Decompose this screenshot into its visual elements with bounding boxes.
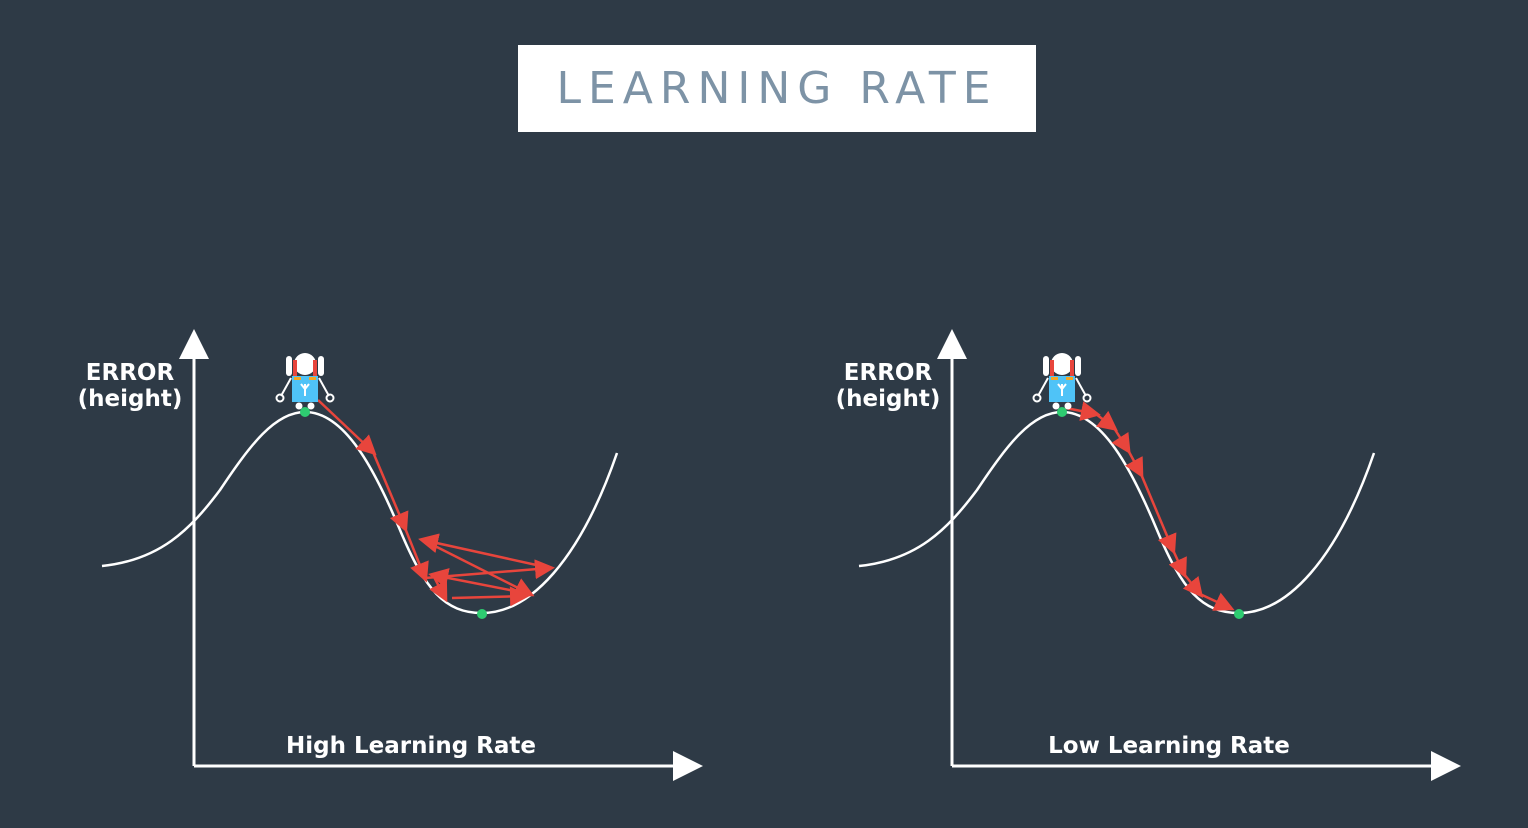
descent-steps [317, 399, 555, 607]
arrow-icon [1199, 592, 1235, 611]
minimum-point [477, 609, 487, 619]
panel-low-learning-rate: ERROR (height) Low Learning Rate [836, 329, 1461, 781]
x-axis-label: Low Learning Rate [1048, 733, 1290, 759]
descent-steps [1065, 401, 1235, 611]
page-title: LEARNING RATE [556, 63, 998, 114]
y-axis-label-line2: (height) [78, 386, 183, 412]
robot-icon [1032, 352, 1092, 411]
arrow-icon [428, 568, 531, 596]
arrow-icon [1182, 573, 1204, 598]
start-point [1057, 407, 1067, 417]
error-curve [101, 410, 619, 615]
arrow-icon [403, 527, 429, 583]
panel-high-learning-rate: ERROR (height) High Learning Rate [78, 329, 703, 781]
arrow-icon [1139, 473, 1177, 555]
x-axis-label: High Learning Rate [286, 733, 536, 759]
arrow-icon [429, 574, 448, 603]
arrow-icon [422, 538, 535, 597]
arrow-icon [1168, 549, 1187, 579]
arrow-icon [371, 451, 409, 533]
arrow-icon [1095, 410, 1118, 432]
arrow-icon [418, 533, 551, 570]
minimum-point [1234, 609, 1244, 619]
robot-icon [275, 352, 335, 411]
y-axis-label-line2: (height) [836, 386, 941, 412]
arrow-icon [1125, 449, 1144, 479]
start-point [300, 407, 310, 417]
arrow-icon [1065, 401, 1101, 421]
arrow-icon [451, 586, 530, 607]
error-curve [858, 410, 1376, 615]
arrow-icon [317, 399, 377, 456]
y-axis-label-line1: ERROR [844, 360, 933, 386]
y-axis-label-line1: ERROR [86, 360, 175, 386]
arrow-icon [1111, 427, 1131, 455]
title-banner: LEARNING RATE [518, 45, 1036, 132]
